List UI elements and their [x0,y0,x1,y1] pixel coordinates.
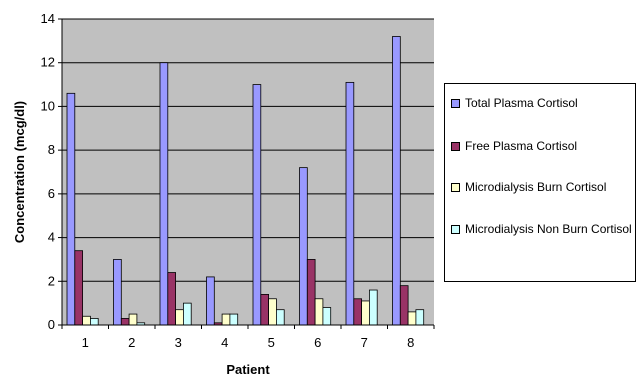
bar [275,309,285,326]
y-tick-label: 6 [48,186,55,201]
bar [252,84,262,326]
legend-label: Microdialysis Non Burn Cortisol [465,222,632,236]
bar [206,276,215,326]
legend-swatch [451,183,460,192]
x-tick-label: 5 [268,335,275,350]
x-tick-label: 2 [128,335,135,350]
legend-label: Free Plasma Cortisol [465,139,578,153]
x-tick-label: 3 [175,335,182,350]
bar [415,309,425,326]
y-axis-title: Concentration (mcg/dl) [12,101,27,243]
plot-area [62,19,434,325]
bar [368,289,378,326]
bar [361,300,370,326]
y-tick-label: 8 [48,142,55,157]
gridlines [62,18,434,282]
x-tick-label: 6 [314,335,321,350]
bar [345,81,355,326]
bar [159,62,169,326]
bar [260,293,269,326]
bar [322,307,332,326]
bar [407,311,417,326]
legend: Total Plasma Cortisol Free Plasma Cortis… [444,83,636,282]
bar [299,167,308,326]
x-tick-labels: 1 2 3 4 5 6 7 8 [61,325,435,350]
bar [120,318,130,326]
bar [175,309,184,326]
legend-label: Microdialysis Burn Cortisol [465,180,607,194]
bar [90,318,99,326]
bar [392,36,401,326]
y-tick-label: 14 [41,11,55,26]
x-tick-label: 1 [82,335,89,350]
bar [353,298,362,326]
legend-swatch [451,225,460,234]
x-tick-label: 8 [407,335,414,350]
bar [74,250,84,326]
y-tick-label: 12 [41,55,55,70]
legend-swatch [451,99,460,108]
bar [128,313,138,326]
y-tick-labels: 0 2 4 6 8 10 12 14 [41,11,62,332]
bar [399,285,409,326]
bar [221,313,231,326]
y-tick-label: 0 [48,317,55,332]
bar [229,313,239,326]
bar [82,315,91,326]
y-tick-label: 4 [48,230,55,245]
bar [113,259,122,326]
y-tick-label: 2 [48,273,55,288]
bar [268,298,277,326]
x-axis-title: Patient [226,362,270,377]
legend-swatch [451,142,460,151]
x-tick-label: 7 [361,335,368,350]
bar [66,92,76,326]
bar [182,302,192,326]
bars [66,36,425,326]
y-tick-label: 10 [41,98,55,113]
legend-label: Total Plasma Cortisol [465,96,578,110]
x-tick-label: 4 [221,335,228,350]
bar [306,259,316,326]
bar [314,298,324,326]
bar [167,272,177,326]
